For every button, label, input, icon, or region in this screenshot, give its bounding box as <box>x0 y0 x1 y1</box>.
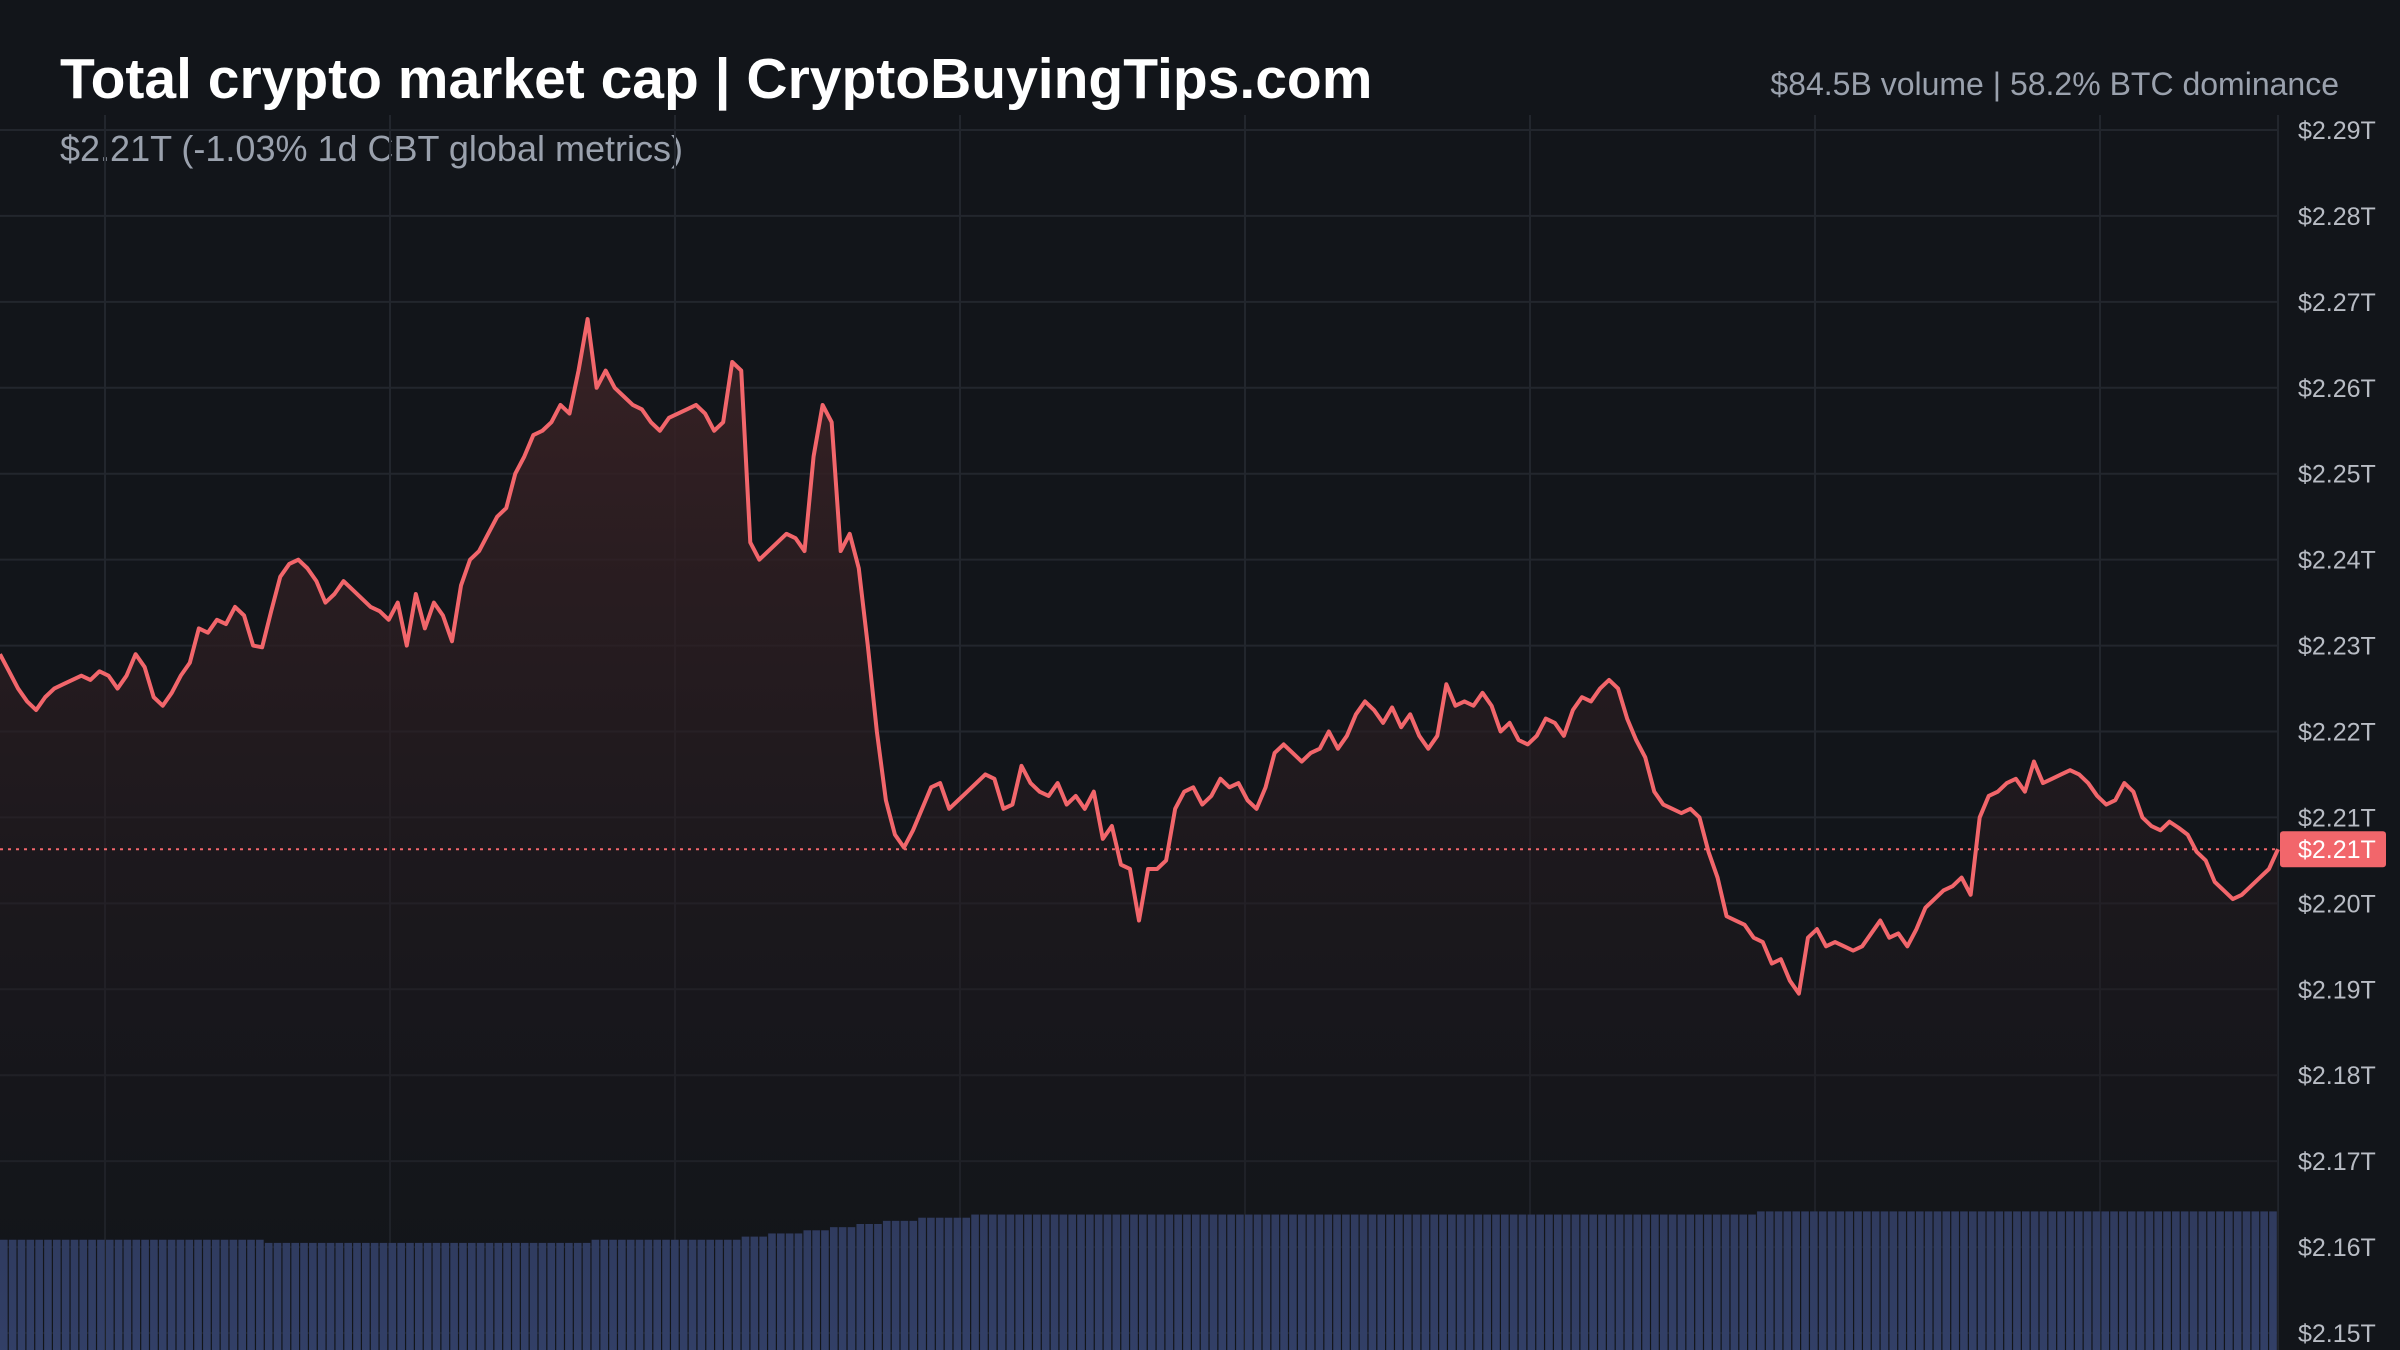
current-price-tag: $2.21T <box>2280 831 2386 868</box>
y-tick-label: $2.28T <box>2298 203 2376 231</box>
y-tick-label: $2.19T <box>2298 976 2376 1004</box>
market-cap-line <box>0 317 2280 996</box>
y-tick-label: $2.22T <box>2298 719 2376 747</box>
y-tick-label: $2.25T <box>2298 461 2376 489</box>
y-axis: $2.29T $2.28T $2.27T $2.26T $2.25T $2.24T $2.2… <box>2298 117 2376 1348</box>
price-tag-label: $2.21T <box>2298 836 2376 864</box>
y-tick-label: $2.18T <box>2298 1062 2376 1090</box>
market-stats: $84.5B volume | 58.2% BTC dominance <box>1770 66 2339 102</box>
y-tick-label: $2.15T <box>2298 1320 2376 1348</box>
y-tick-label: $2.29T <box>2298 117 2376 145</box>
y-tick-label: $2.20T <box>2298 890 2376 918</box>
y-tick-label: $2.27T <box>2298 289 2376 317</box>
price-tag-bg <box>2280 831 2386 868</box>
y-tick-label: $2.26T <box>2298 375 2376 403</box>
y-tick-label: $2.23T <box>2298 633 2376 661</box>
market-cap-area <box>0 319 2278 1350</box>
y-tick-label: $2.21T <box>2298 804 2376 832</box>
y-tick-label: $2.16T <box>2298 1234 2376 1262</box>
chart-subtitle: $2.21T (-1.03% 1d CBT global metrics) <box>60 128 683 169</box>
y-tick-label: $2.24T <box>2298 547 2376 575</box>
chart-title: Total crypto market cap | CryptoBuyingTi… <box>60 47 1373 111</box>
y-tick-label: $2.17T <box>2298 1148 2376 1176</box>
